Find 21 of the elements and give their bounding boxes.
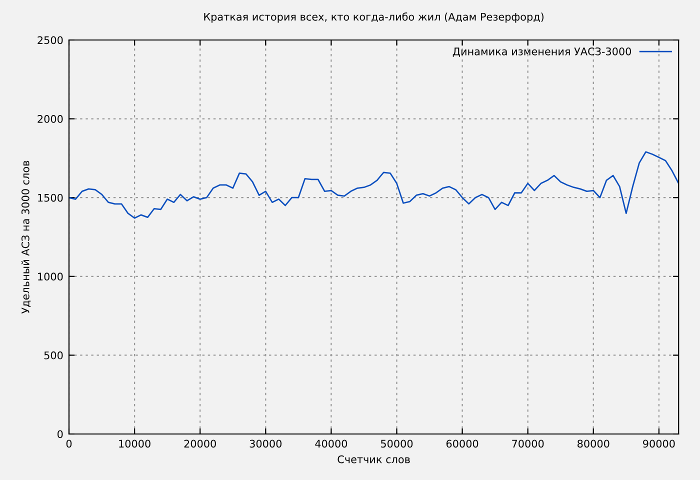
x-tick-label: 60000 (446, 440, 478, 448)
x-axis-title: Счетчик слов (338, 455, 410, 464)
y-tick-label: 0 (58, 430, 63, 438)
y-tick-label: 1000 (38, 272, 63, 281)
x-tick-label: 70000 (512, 440, 544, 448)
x-tick-label: 30000 (250, 440, 282, 448)
x-tick-label: 0 (66, 440, 72, 448)
y-tick-label: 500 (44, 351, 63, 360)
x-tick-label: 90000 (643, 440, 675, 448)
legend-label: Динамика изменения УАСЗ-3000 (452, 47, 632, 57)
x-tick-label: 20000 (184, 440, 216, 448)
chart-title: Краткая история всех, кто когда-либо жил (Адам Резерфорд) (204, 12, 544, 23)
y-axis-title: Удельный АСЗ на 3000 слов (21, 160, 31, 314)
x-tick-label: 10000 (119, 440, 150, 448)
y-tick-label: 2500 (38, 36, 63, 44)
y-tick-label: 2000 (38, 115, 63, 123)
line-series (69, 151, 679, 219)
x-tick-label: 80000 (578, 440, 610, 448)
y-tick-label: 1500 (38, 194, 63, 202)
x-tick-label: 50000 (380, 440, 413, 448)
x-tick-label: 40000 (315, 440, 348, 448)
